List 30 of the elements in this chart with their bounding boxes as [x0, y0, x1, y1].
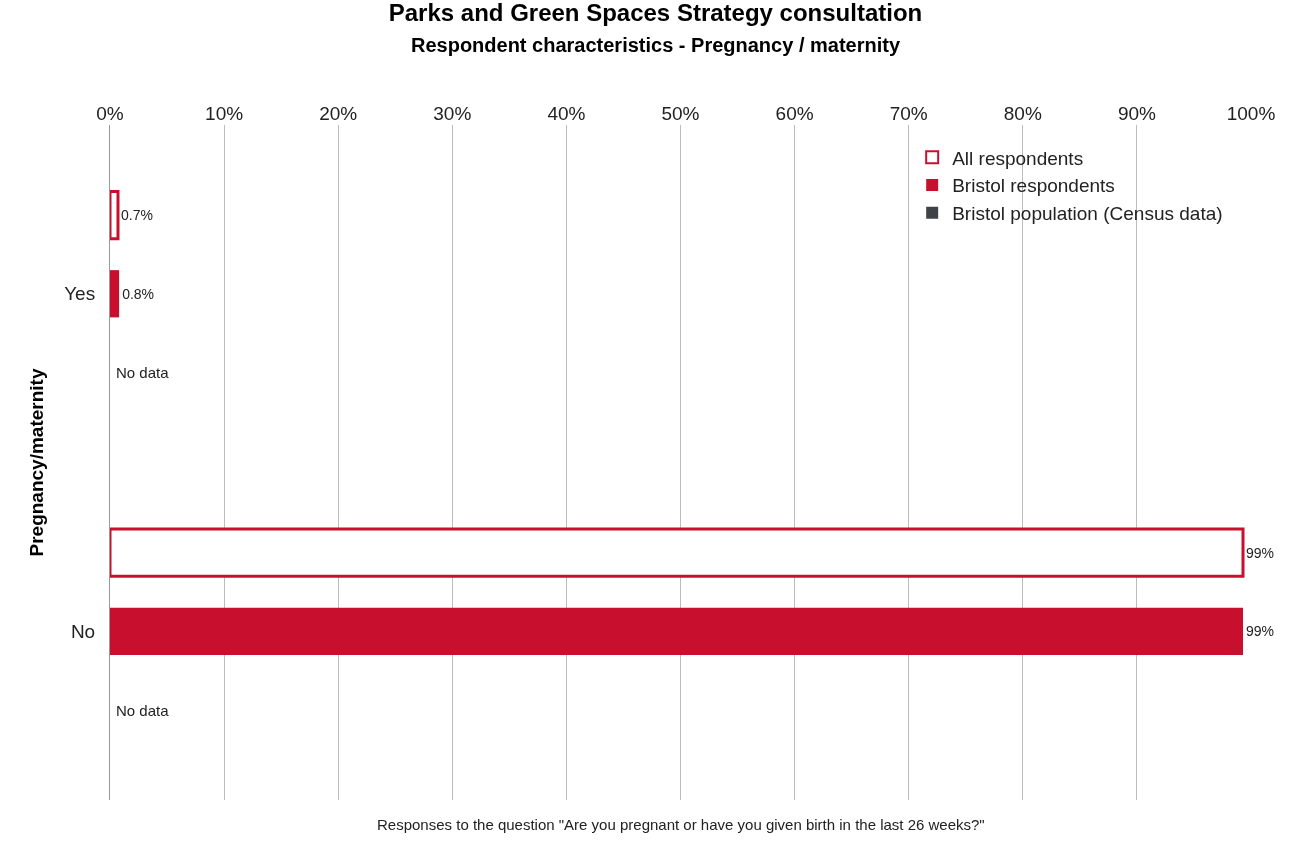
y-tick-label: No [70, 620, 96, 642]
x-tick-label: 30% [433, 103, 472, 125]
data-label: 99% [1246, 544, 1275, 561]
annotation: No data [116, 364, 170, 381]
bar [110, 189, 120, 241]
annotation: No data [116, 702, 170, 719]
x-tick-label: 70% [889, 103, 928, 125]
x-tick-label: 50% [661, 103, 700, 125]
bar [110, 607, 1244, 655]
x-tick-label: 100% [1226, 103, 1276, 125]
y-axis-title: Pregnancy/maternity [26, 368, 48, 557]
x-tick-label: 10% [205, 103, 244, 125]
data-label: 99% [1246, 623, 1275, 640]
legend-label: All respondents [952, 147, 1084, 169]
x-tick-label: 60% [775, 103, 814, 125]
data-label: 0.8% [122, 285, 155, 302]
x-tick-label: 0% [96, 103, 124, 125]
chart-title: Parks and Green Spaces Strategy consultation [388, 0, 923, 27]
x-tick-label: 40% [547, 103, 586, 125]
x-axis-title: Responses to the question "Are you pregnant or have you given birth in the last 26 weeks?" [377, 816, 985, 833]
bar [110, 270, 120, 318]
bar [110, 527, 1245, 578]
x-tick-label: 20% [319, 103, 358, 125]
legend-label: Bristol respondents [952, 175, 1115, 197]
x-tick-label: 80% [1003, 103, 1042, 125]
legend-label: Bristol population (Census data) [952, 203, 1223, 225]
data-label: 0.7% [120, 207, 153, 224]
x-tick-label: 90% [1117, 103, 1157, 125]
y-tick-label: Yes [64, 283, 96, 305]
chart-subtitle: Respondent characteristics - Pregnancy / maternity [410, 34, 901, 57]
